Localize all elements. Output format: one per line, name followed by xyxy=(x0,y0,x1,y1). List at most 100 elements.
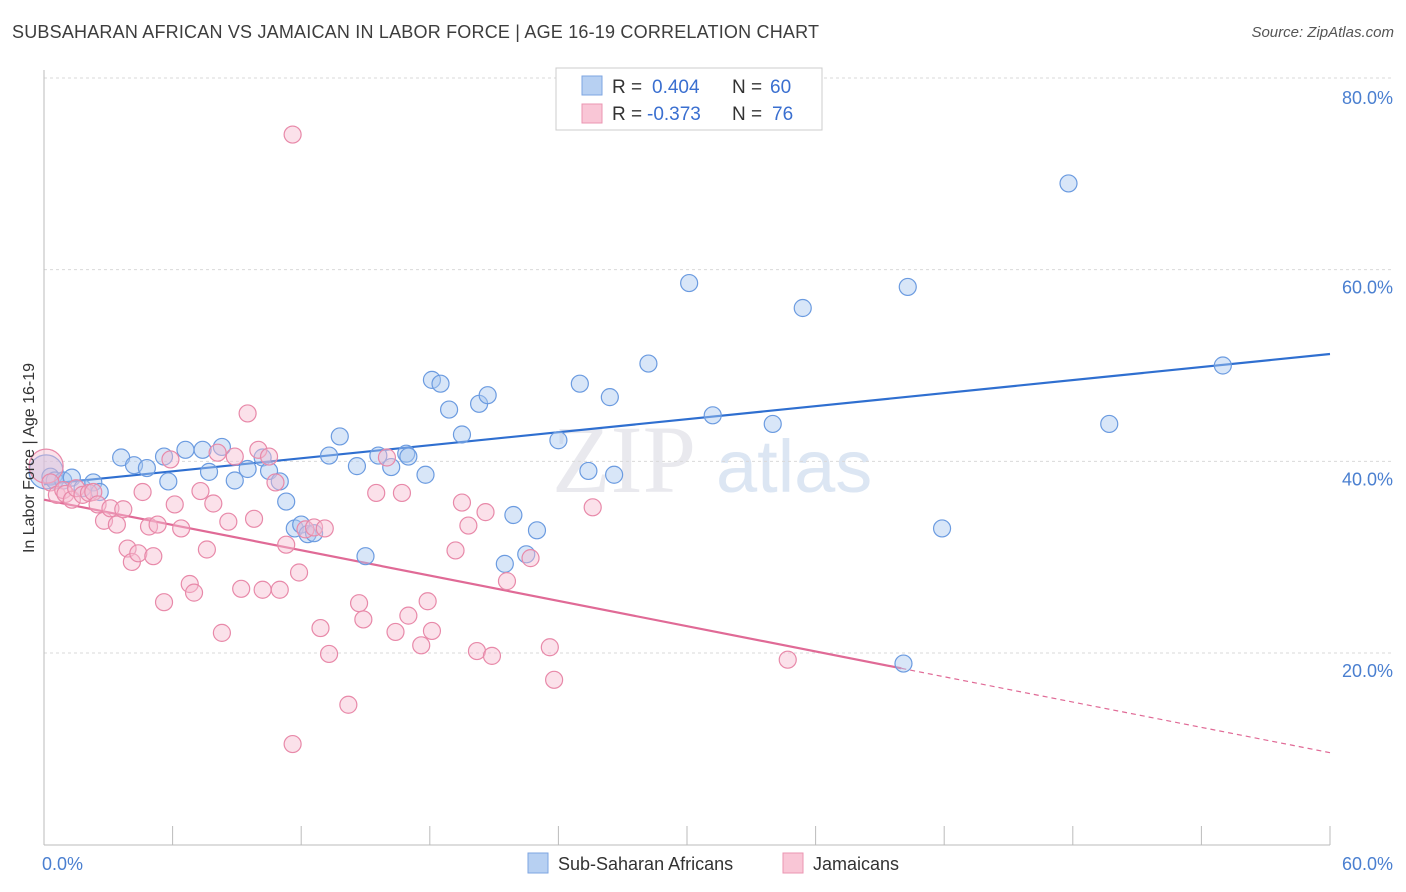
point-jamaican-20 xyxy=(144,547,163,566)
point-jamaican-17 xyxy=(129,544,148,563)
point-subsaharan-39 xyxy=(452,425,472,444)
point-subsaharan-61 xyxy=(894,654,913,673)
point-subsaharan-42 xyxy=(495,554,514,573)
point-jamaican-56 xyxy=(399,606,418,625)
point-subsaharan-57 xyxy=(932,519,952,538)
point-jamaican-33 xyxy=(219,512,238,531)
point-subsaharan-52 xyxy=(680,273,699,293)
point-jamaican-45 xyxy=(289,563,309,582)
point-subsaharan-28 xyxy=(330,427,349,446)
point-subsaharan-35 xyxy=(416,465,435,484)
point-jamaican-69 xyxy=(545,670,564,689)
point-jamaican-55 xyxy=(392,483,412,503)
point-jamaican-51 xyxy=(349,594,369,613)
point-subsaharan-46 xyxy=(549,431,568,450)
point-jamaican-60 xyxy=(446,541,465,560)
bottom-legend: Sub-Saharan Africans Jamaicans xyxy=(527,852,899,874)
top-legend: R = 0.404 N = 60 R = -0.373 N = 76 xyxy=(555,67,823,131)
gridlines xyxy=(44,77,1392,654)
y-tick-label: 40.0% xyxy=(1342,469,1393,489)
point-subsaharan-33 xyxy=(397,444,416,463)
point-jamaican-72 xyxy=(283,125,302,144)
trend-line-jamaican-extension xyxy=(901,667,1331,754)
point-subsaharan-29 xyxy=(347,457,367,476)
bottom-legend-swatch-blue xyxy=(527,852,549,874)
point-jamaican-42 xyxy=(270,580,289,599)
point-jamaican-36 xyxy=(238,404,257,423)
point-jamaican-31 xyxy=(208,443,227,462)
point-jamaican-32 xyxy=(212,623,231,642)
point-jamaican-21 xyxy=(148,515,167,534)
point-jamaican-41 xyxy=(266,473,285,492)
point-jamaican-18 xyxy=(133,482,152,502)
point-jamaican-14 xyxy=(114,500,133,519)
point-subsaharan-43 xyxy=(504,505,523,525)
point-jamaican-65 xyxy=(482,646,502,665)
trend-lines xyxy=(43,352,1331,754)
legend-n-value-1: 60 xyxy=(770,77,791,98)
point-jamaican-53 xyxy=(377,448,397,467)
point-jamaican-25 xyxy=(172,519,191,538)
point-jamaican-40 xyxy=(259,447,279,466)
point-jamaican-5 xyxy=(62,490,81,509)
point-subsaharan-37 xyxy=(431,374,450,393)
point-jamaican-49 xyxy=(319,644,339,664)
point-jamaican-23 xyxy=(161,450,180,469)
point-jamaican-27 xyxy=(184,583,204,602)
point-jamaican-39 xyxy=(253,580,272,599)
legend-n-label-2: N = xyxy=(732,104,762,125)
point-jamaican-74 xyxy=(315,519,334,538)
point-jamaican-58 xyxy=(418,592,437,611)
legend-r-label-1: R = xyxy=(612,77,642,98)
point-subsaharan-41 xyxy=(478,386,497,405)
point-subsaharan-17 xyxy=(225,471,244,490)
point-jamaican-71 xyxy=(778,650,797,669)
point-jamaican-35 xyxy=(232,579,251,598)
y-tick-labels: 20.0% 40.0% 60.0% 80.0% xyxy=(1342,88,1393,681)
bottom-legend-swatch-pink xyxy=(782,852,804,874)
point-subsaharan-13 xyxy=(176,440,195,459)
chart-title: SUBSAHARAN AFRICAN VS JAMAICAN IN LABOR … xyxy=(12,22,820,42)
point-subsaharan-32 xyxy=(382,457,401,477)
point-subsaharan-54 xyxy=(763,414,782,434)
watermark-zip: ZIP xyxy=(552,406,696,513)
legend-n-label-1: N = xyxy=(732,77,762,98)
point-subsaharan-48 xyxy=(579,461,598,481)
point-jamaican-66 xyxy=(497,572,517,591)
point-jamaican-62 xyxy=(459,516,478,535)
point-subsaharan-38 xyxy=(439,400,459,419)
point-subsaharan-50 xyxy=(605,465,624,484)
point-jamaican-54 xyxy=(386,622,405,642)
point-subsaharan-30 xyxy=(356,547,375,566)
y-tick-label: 20.0% xyxy=(1342,661,1393,681)
point-subsaharan-56 xyxy=(898,277,917,297)
legend-n-value-2: 76 xyxy=(772,104,793,125)
point-subsaharan-6 xyxy=(84,473,103,492)
point-subsaharan-14 xyxy=(193,440,212,459)
point-subsaharan-10 xyxy=(137,458,156,478)
point-jamaican-24 xyxy=(165,495,184,514)
point-subsaharan-60 xyxy=(1213,356,1232,375)
point-jamaican-57 xyxy=(412,636,431,655)
point-subsaharan-58 xyxy=(1059,174,1078,193)
x-tick-label: 60.0% xyxy=(1342,854,1393,874)
point-subsaharan-53 xyxy=(703,406,722,425)
point-jamaican-43 xyxy=(277,535,296,554)
point-jamaican-34 xyxy=(225,447,244,466)
watermark-atlas: atlas xyxy=(716,425,872,508)
point-jamaican-22 xyxy=(154,593,174,612)
legend-swatch-pink xyxy=(581,103,603,124)
point-subsaharan-59 xyxy=(1100,414,1119,434)
point-subsaharan-18 xyxy=(238,459,257,479)
point-jamaican-13 xyxy=(107,515,126,534)
point-jamaican-26 xyxy=(180,574,199,594)
data-points xyxy=(28,125,1232,754)
point-jamaican-44 xyxy=(283,734,302,754)
point-jamaican-15 xyxy=(118,539,137,558)
point-subsaharan-55 xyxy=(793,298,812,318)
point-jamaican-67 xyxy=(521,549,540,568)
legend-r-value-2: -0.373 xyxy=(647,104,701,125)
point-jamaican-37 xyxy=(244,509,264,528)
point-subsaharan-34 xyxy=(399,447,418,466)
